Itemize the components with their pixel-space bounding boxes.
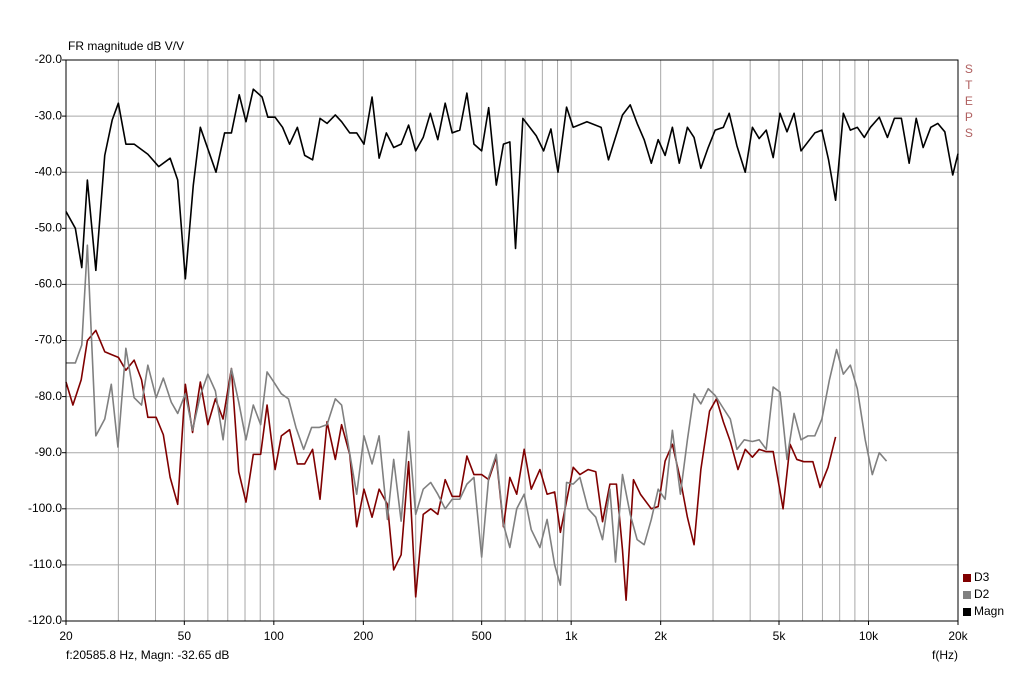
legend: D3 D2 Magn bbox=[963, 570, 1004, 618]
x-tick-label: 50 bbox=[178, 629, 192, 643]
y-tick-label: -50.0 bbox=[35, 220, 63, 234]
x-axis-label: f(Hz) bbox=[932, 648, 958, 662]
legend-swatch bbox=[963, 574, 971, 582]
annotation: STEPS bbox=[962, 62, 976, 142]
y-tick-label: -70.0 bbox=[35, 333, 63, 347]
y-tick-label: -30.0 bbox=[35, 108, 63, 122]
series-line bbox=[66, 244, 888, 586]
legend-label: D2 bbox=[974, 587, 990, 601]
x-tick-label: 20 bbox=[59, 629, 73, 643]
y-tick-label: -60.0 bbox=[35, 277, 63, 291]
plot-frame bbox=[65, 59, 959, 622]
cursor-readout: f:20585.8 Hz, Magn: -32.65 dB bbox=[66, 648, 229, 662]
x-tick-label: 2k bbox=[654, 629, 668, 643]
x-tick-label: 200 bbox=[353, 629, 373, 643]
data-layer bbox=[65, 88, 959, 602]
y-tick-label: -40.0 bbox=[35, 164, 63, 178]
y-tick-label: -80.0 bbox=[35, 389, 63, 403]
y-axis-label: FR magnitude dB V/V bbox=[68, 39, 184, 53]
x-tick-label: 100 bbox=[264, 629, 284, 643]
x-tick-label: 10k bbox=[859, 629, 879, 643]
y-tick-label: -90.0 bbox=[35, 445, 63, 459]
y-tick-label: -100.0 bbox=[28, 501, 62, 515]
x-tick-label: 5k bbox=[773, 629, 787, 643]
y-tick-label: -20.0 bbox=[35, 52, 63, 66]
legend-label: D3 bbox=[974, 570, 990, 584]
series-line bbox=[65, 88, 959, 280]
y-tick-label: -110.0 bbox=[29, 557, 62, 571]
legend-swatch bbox=[963, 591, 971, 599]
y-tick-label: -120.0 bbox=[28, 613, 62, 627]
legend-label: Magn bbox=[974, 604, 1004, 618]
legend-swatch bbox=[963, 608, 971, 616]
x-tick-label: 500 bbox=[472, 629, 492, 643]
x-tick-label: 20k bbox=[948, 629, 968, 643]
x-tick-label: 1k bbox=[565, 629, 579, 643]
